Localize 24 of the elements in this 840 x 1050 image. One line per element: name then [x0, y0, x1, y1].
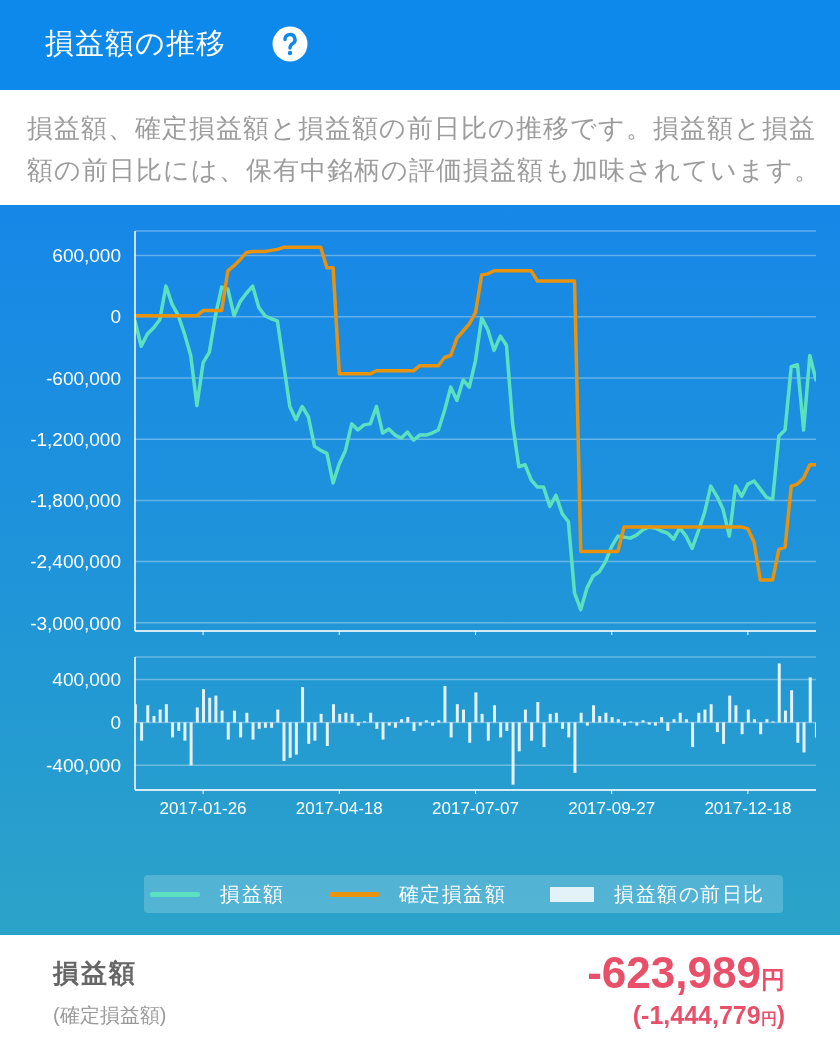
x-tick-label: 2017-04-18: [295, 799, 383, 819]
x-tick-label: 2017-01-26: [159, 799, 247, 819]
text: (確定損益額): [53, 1004, 167, 1026]
y-tick-label: 600,000: [52, 245, 121, 267]
text: -623,989円: [587, 948, 785, 997]
legend-label: 損益額の前日比: [614, 881, 765, 907]
y-tick-label: 0: [110, 712, 121, 734]
y-tick-label: -3,000,000: [30, 612, 121, 634]
y-tick-label: 400,000: [52, 669, 121, 691]
x-tick-label: 2017-07-07: [432, 799, 519, 819]
chart-title: 損益額の推移: [45, 26, 226, 61]
chart-subtitle: 損益額、確定損益額と損益額の前日比の推移です。損益額と損益額の前日比には、保有中銘柄の評価損益額も加味されています。: [27, 113, 821, 185]
y-tick-label: -1,200,000: [30, 428, 121, 450]
y-tick-label: -400,000: [45, 755, 121, 777]
x-tick-label: 2017-12-18: [704, 799, 792, 819]
y-tick-label: 0: [110, 306, 121, 328]
text: (-1,444,779円): [632, 1001, 785, 1029]
y-tick-label: -1,800,000: [30, 490, 121, 512]
y-tick-label: -2,400,000: [30, 551, 121, 573]
y-tick-label: -600,000: [45, 367, 121, 389]
legend-label: 確定損益額: [398, 881, 506, 907]
x-tick-label: 2017-09-27: [568, 799, 656, 819]
text: 損益額: [53, 958, 137, 988]
legend-label: 損益額: [220, 881, 285, 907]
